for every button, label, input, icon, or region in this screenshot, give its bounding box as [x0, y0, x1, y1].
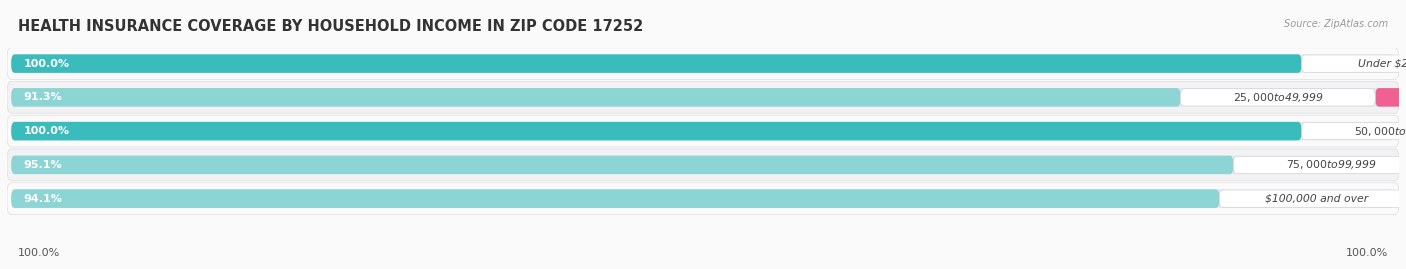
Text: 100.0%: 100.0%	[1346, 248, 1388, 258]
Text: Under $25,000: Under $25,000	[1358, 59, 1406, 69]
FancyBboxPatch shape	[1233, 156, 1406, 174]
FancyBboxPatch shape	[1302, 122, 1406, 140]
FancyBboxPatch shape	[11, 88, 1395, 107]
FancyBboxPatch shape	[11, 122, 1302, 140]
FancyBboxPatch shape	[11, 54, 1302, 73]
Text: 91.3%: 91.3%	[24, 92, 62, 102]
Text: $100,000 and over: $100,000 and over	[1265, 194, 1368, 204]
Text: $75,000 to $99,999: $75,000 to $99,999	[1285, 158, 1376, 171]
FancyBboxPatch shape	[11, 155, 1233, 174]
FancyBboxPatch shape	[1219, 190, 1406, 207]
Text: 100.0%: 100.0%	[24, 126, 70, 136]
Text: 94.1%: 94.1%	[24, 194, 63, 204]
Text: Source: ZipAtlas.com: Source: ZipAtlas.com	[1284, 19, 1388, 29]
FancyBboxPatch shape	[7, 82, 1399, 113]
FancyBboxPatch shape	[7, 183, 1399, 214]
FancyBboxPatch shape	[11, 155, 1395, 174]
Text: 95.1%: 95.1%	[24, 160, 62, 170]
FancyBboxPatch shape	[11, 88, 1181, 107]
FancyBboxPatch shape	[7, 115, 1399, 147]
FancyBboxPatch shape	[7, 149, 1399, 181]
FancyBboxPatch shape	[11, 189, 1395, 208]
FancyBboxPatch shape	[11, 54, 1395, 73]
FancyBboxPatch shape	[1375, 88, 1406, 107]
FancyBboxPatch shape	[1302, 55, 1406, 72]
Text: 100.0%: 100.0%	[24, 59, 70, 69]
Text: $50,000 to $74,999: $50,000 to $74,999	[1354, 125, 1406, 138]
Text: $25,000 to $49,999: $25,000 to $49,999	[1233, 91, 1323, 104]
FancyBboxPatch shape	[11, 122, 1395, 140]
FancyBboxPatch shape	[7, 48, 1399, 79]
Text: HEALTH INSURANCE COVERAGE BY HOUSEHOLD INCOME IN ZIP CODE 17252: HEALTH INSURANCE COVERAGE BY HOUSEHOLD I…	[18, 19, 644, 34]
FancyBboxPatch shape	[1181, 89, 1375, 106]
FancyBboxPatch shape	[11, 189, 1219, 208]
Text: 100.0%: 100.0%	[18, 248, 60, 258]
